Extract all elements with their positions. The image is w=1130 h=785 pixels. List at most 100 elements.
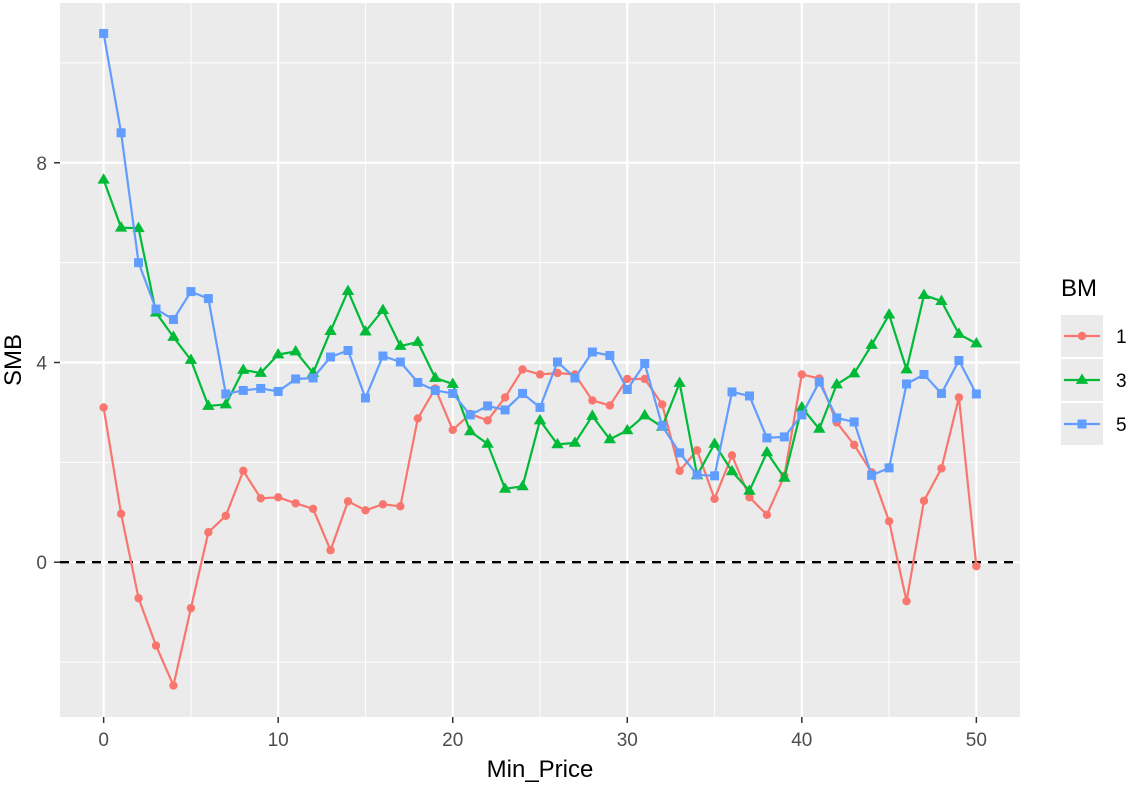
data-point-1	[273, 493, 283, 502]
data-point-5	[535, 402, 545, 412]
data-point-3	[411, 335, 424, 346]
data-point-3	[865, 338, 878, 349]
data-point-3	[464, 424, 477, 436]
data-point-5	[971, 389, 981, 399]
data-point-5	[570, 373, 580, 383]
data-point-5	[168, 315, 178, 325]
data-point-3	[935, 294, 948, 305]
data-point-3	[429, 371, 442, 382]
data-point-1	[954, 393, 964, 402]
data-point-1	[762, 510, 772, 519]
data-point-1	[553, 368, 562, 378]
y-axis-title: SMB	[0, 334, 27, 386]
x-axis: 0 10 20 30 40 50	[98, 717, 987, 751]
data-point-3	[568, 436, 582, 447]
data-point-1	[308, 504, 318, 513]
data-point-5	[675, 448, 685, 458]
data-point-1	[134, 593, 143, 603]
data-point-1	[169, 681, 178, 690]
data-point-3	[202, 399, 215, 410]
data-point-5	[291, 374, 301, 384]
legend-key-marker	[1077, 331, 1087, 341]
data-point-1	[99, 403, 108, 412]
data-point-1	[151, 641, 161, 650]
data-point-3	[970, 337, 983, 348]
data-point-3	[237, 363, 250, 374]
data-point-3	[394, 339, 407, 350]
data-point-1	[623, 374, 632, 384]
x-tick-label: 10	[268, 730, 289, 751]
data-point-1	[343, 497, 353, 506]
data-point-3	[184, 353, 198, 364]
data-point-5	[762, 433, 772, 443]
y-tick-label: 8	[36, 154, 47, 175]
data-point-3	[830, 377, 843, 389]
grid-lines	[60, 3, 1020, 717]
data-point-1	[361, 506, 370, 515]
data-point-1	[116, 509, 126, 518]
legend-key-marker	[1075, 373, 1089, 384]
data-point-3	[708, 437, 721, 448]
data-point-1	[919, 496, 929, 506]
data-point-1	[849, 440, 859, 450]
data-point-5	[395, 357, 405, 367]
legend-title: BM	[1061, 275, 1097, 302]
data-point-3	[743, 484, 756, 495]
legend-item-3: 3	[1061, 359, 1127, 401]
data-point-1	[710, 494, 719, 504]
data-point-5	[692, 470, 702, 480]
data-point-1	[640, 374, 649, 384]
data-point-1	[727, 451, 737, 460]
x-axis-title: Min_Price	[487, 756, 594, 783]
data-point-1	[972, 562, 981, 571]
data-point-5	[134, 258, 144, 268]
data-point-5	[238, 385, 248, 395]
data-point-5	[273, 386, 283, 396]
data-point-1	[797, 370, 807, 379]
data-point-5	[430, 385, 440, 395]
data-point-5	[221, 389, 231, 399]
data-point-5	[902, 379, 912, 389]
x-tick-label: 50	[966, 730, 987, 751]
data-point-1	[902, 596, 911, 606]
data-point-3	[621, 423, 634, 435]
data-point-5	[867, 470, 877, 480]
data-point-5	[954, 355, 964, 365]
data-point-1	[657, 400, 667, 409]
x-tick-label: 20	[442, 730, 463, 751]
data-point-3	[603, 432, 616, 444]
data-point-5	[99, 28, 109, 38]
data-point-5	[413, 377, 423, 387]
data-point-3	[586, 409, 599, 420]
legend-item-1: 1	[1061, 315, 1127, 357]
data-point-1	[535, 370, 545, 379]
data-point-5	[483, 401, 493, 411]
data-point-1	[500, 393, 510, 402]
data-point-1	[448, 425, 457, 435]
legend-label: 1	[1116, 327, 1127, 348]
data-point-5	[936, 388, 946, 398]
y-axis: 0 4 8	[36, 154, 60, 574]
data-point-1	[221, 511, 231, 520]
data-point-3	[551, 437, 564, 449]
data-point-5	[448, 388, 458, 398]
data-point-5	[518, 388, 528, 398]
legend-label: 5	[1116, 415, 1127, 436]
data-point-3	[481, 437, 494, 448]
data-point-5	[919, 369, 929, 379]
data-point-3	[219, 397, 232, 409]
data-point-1	[186, 603, 196, 613]
data-point-3	[376, 303, 390, 314]
data-point-1	[256, 494, 265, 503]
data-point-5	[797, 410, 807, 420]
data-point-3	[516, 479, 529, 491]
data-point-5	[151, 304, 161, 314]
data-point-5	[657, 421, 667, 431]
data-point-3	[900, 362, 913, 374]
legend-key-marker	[1077, 419, 1087, 429]
data-point-5	[779, 432, 789, 442]
data-point-3	[254, 366, 267, 377]
data-point-1	[675, 466, 684, 476]
y-tick-label: 4	[36, 353, 47, 374]
